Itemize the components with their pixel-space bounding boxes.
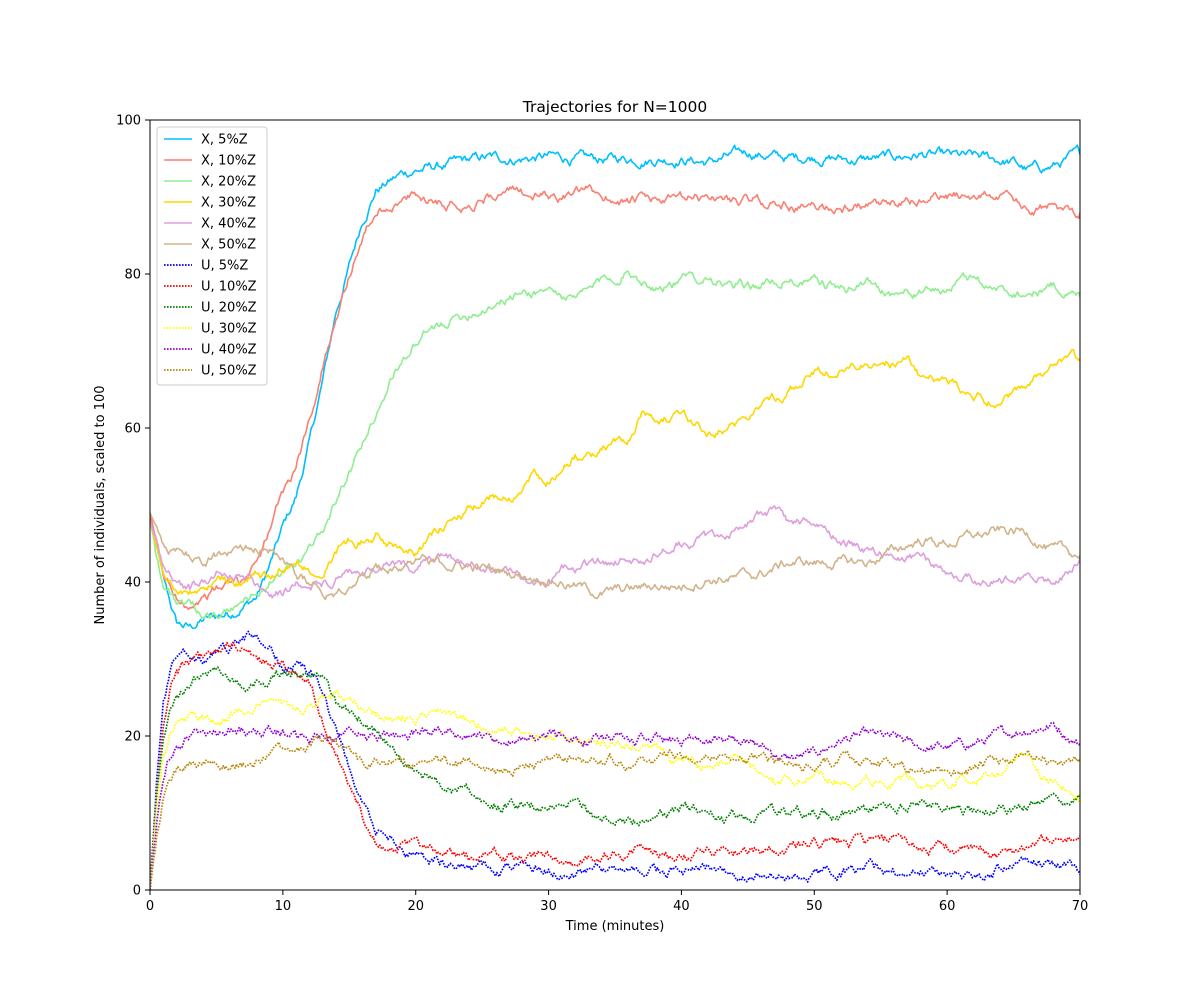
y-tick-label: 80 bbox=[124, 268, 141, 283]
series-line-11 bbox=[150, 734, 1080, 890]
x-tick-label: 60 bbox=[939, 899, 956, 914]
legend-label: X, 40%Z bbox=[201, 217, 256, 232]
legend-label: U, 10%Z bbox=[201, 280, 257, 295]
x-tick-label: 10 bbox=[275, 899, 292, 914]
x-axis: 0 10 20 30 40 50 60 70 bbox=[146, 890, 1088, 914]
y-axis: 0 20 40 60 80 100 bbox=[116, 114, 150, 899]
y-tick-label: 100 bbox=[116, 114, 141, 129]
legend-label: U, 40%Z bbox=[201, 343, 257, 358]
series-line-2 bbox=[150, 270, 1080, 620]
legend-box bbox=[156, 126, 268, 386]
series-line-3 bbox=[150, 348, 1080, 596]
series-layer bbox=[150, 144, 1080, 890]
series-line-6 bbox=[150, 630, 1080, 890]
legend-label: U, 50%Z bbox=[201, 364, 257, 379]
y-axis-label: Number of individuals, scaled to 100 bbox=[93, 385, 108, 624]
series-line-4 bbox=[150, 505, 1080, 599]
x-axis-label: Time (minutes) bbox=[565, 919, 665, 934]
x-tick-label: 30 bbox=[540, 899, 557, 914]
series-line-8 bbox=[150, 666, 1080, 890]
y-tick-label: 0 bbox=[133, 884, 141, 899]
x-tick-label: 50 bbox=[806, 899, 823, 914]
legend-label: X, 10%Z bbox=[201, 154, 256, 169]
series-line-10 bbox=[150, 721, 1080, 890]
plot-frame bbox=[149, 119, 1081, 891]
y-tick-label: 20 bbox=[124, 730, 141, 745]
series-line-9 bbox=[150, 689, 1080, 890]
legend-label: X, 50%Z bbox=[201, 238, 256, 253]
x-tick-label: 40 bbox=[673, 899, 690, 914]
legend-label: U, 30%Z bbox=[201, 322, 257, 337]
series-line-7 bbox=[150, 641, 1080, 890]
series-line-5 bbox=[150, 512, 1080, 601]
x-tick-label: 20 bbox=[407, 899, 424, 914]
y-tick-label: 40 bbox=[124, 576, 141, 591]
y-tick-label: 60 bbox=[124, 422, 141, 437]
series-line-1 bbox=[150, 184, 1080, 611]
series-line-0 bbox=[150, 144, 1080, 630]
x-tick-label: 70 bbox=[1072, 899, 1089, 914]
chart-title: Trajectories for N=1000 bbox=[522, 98, 707, 116]
legend-label: X, 30%Z bbox=[201, 196, 256, 211]
legend: X, 5%Z X, 10%Z X, 20%Z X, 30%Z X, 40%Z X, 50%… bbox=[156, 126, 268, 386]
legend-label: U, 20%Z bbox=[201, 301, 257, 316]
x-tick-label: 0 bbox=[146, 899, 154, 914]
legend-label: U, 5%Z bbox=[201, 259, 248, 274]
legend-label: X, 20%Z bbox=[201, 175, 256, 190]
legend-label: X, 5%Z bbox=[201, 133, 248, 148]
